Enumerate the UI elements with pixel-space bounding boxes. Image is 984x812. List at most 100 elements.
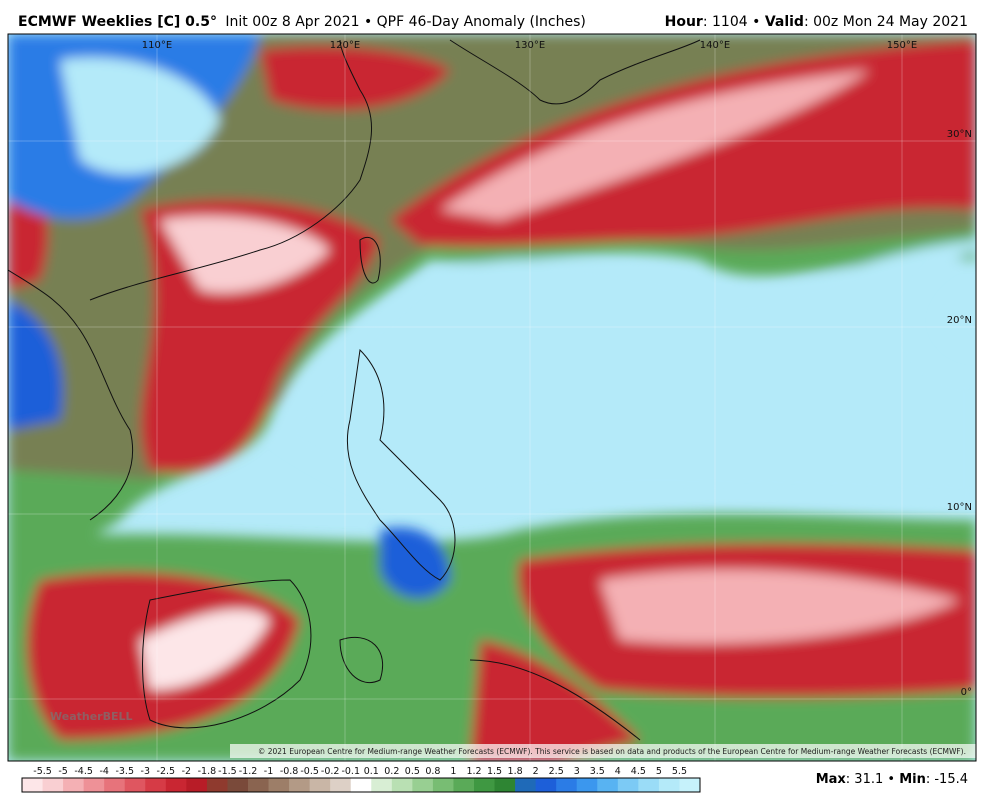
colorbar-swatch (165, 778, 187, 792)
field-red-korea (260, 46, 450, 110)
colorbar-label: 2 (533, 766, 539, 777)
colorbar-swatch (515, 778, 537, 792)
colorbar-swatch (104, 778, 126, 792)
colorbar-swatch (576, 778, 598, 792)
colorbar-label: -5.5 (33, 766, 52, 777)
colorbar-label: -3 (141, 766, 150, 777)
precip-field (8, 34, 976, 761)
colorbar-frame (21, 777, 701, 793)
lon-label: 120°E (330, 40, 360, 51)
coast-japan (449, 39, 701, 105)
colorbar-label: 3 (574, 766, 580, 777)
colorbar-swatch (391, 778, 413, 792)
graticule: 110°E 120°E 130°E 140°E 150°E 30°N 20°N 10°N 0° (8, 34, 976, 761)
field-pink-pacific (600, 569, 960, 644)
colorbar-swatch (638, 778, 660, 792)
colorbar-swatch (556, 778, 578, 792)
colorbar-label: 0.8 (425, 766, 440, 777)
field-red-png (470, 640, 640, 761)
colorbar-swatch (186, 778, 208, 792)
colorbar: -5.5 -5 -4.5 -4 -3.5 -3 -2.5 -2 -1.8 -1.5 -1.2 -1 -0… (21, 766, 701, 793)
colorbar-swatch (494, 778, 516, 792)
colorbar-label: -1.8 (198, 766, 217, 777)
colorbar-swatch (289, 778, 311, 792)
colorbar-swatch (145, 778, 167, 792)
field-blue-mindanao (380, 527, 450, 599)
lat-label: 10°N (947, 502, 972, 513)
colorbar-swatch (658, 778, 680, 792)
field-pink-north (440, 70, 870, 220)
colorbar-label: -1.2 (239, 766, 258, 777)
lat-label: 0° (961, 687, 972, 698)
colorbar-label: 1.8 (508, 766, 523, 777)
lat-label: 20°N (947, 315, 972, 326)
colorbar-label: -4 (99, 766, 108, 777)
colorbar-label: -0.8 (280, 766, 299, 777)
valid-label: Valid (765, 14, 804, 30)
colorbar-swatch (474, 778, 496, 792)
colorbar-label: 0.5 (405, 766, 420, 777)
colorbar-swatch (206, 778, 228, 792)
colorbar-swatch (83, 778, 105, 792)
colorbar-swatch (432, 778, 454, 792)
valid-text: Hour: 1104 • Valid: 00z Mon 24 May 2021 (665, 14, 968, 30)
field-cyan-nw (60, 57, 220, 175)
field-pink-borneo (140, 609, 270, 690)
colorbar-swatch (350, 778, 372, 792)
colorbar-swatch (412, 778, 434, 792)
coast-taiwan (359, 237, 381, 284)
colorbar-swatch (22, 778, 44, 792)
colorbar-label: -2.5 (157, 766, 176, 777)
coast-china (89, 39, 373, 301)
colorbar-label: 4.5 (631, 766, 646, 777)
coast-philippines (346, 348, 456, 581)
watermark: WeatherBELL (50, 710, 133, 723)
colorbar-label: 5 (656, 766, 662, 777)
coast-newguinea (469, 659, 641, 741)
min-value: : -15.4 (926, 772, 968, 787)
lon-label: 140°E (700, 40, 730, 51)
colorbar-swatch (309, 778, 331, 792)
min-label: Min (899, 772, 926, 787)
coast-sulawesi (339, 636, 384, 683)
colorbar-swatch (617, 778, 639, 792)
header-text: ECMWF Weeklies [C] 0.5° Init 00z 8 Apr 2… (18, 14, 586, 30)
colorbar-label: 2.5 (549, 766, 564, 777)
coastlines (8, 39, 701, 741)
colorbar-label: -1.5 (218, 766, 237, 777)
coast-borneo (142, 579, 312, 729)
colorbar-swatch (42, 778, 64, 792)
lon-label: 150°E (887, 40, 917, 51)
colorbar-label: -0.2 (321, 766, 340, 777)
colorbar-label: 1.5 (487, 766, 502, 777)
colorbar-label: 5.5 (672, 766, 687, 777)
colorbar-swatch (227, 778, 249, 792)
map-frame (7, 33, 977, 762)
colorbar-swatch (124, 778, 146, 792)
colorbar-label: -0.1 (341, 766, 360, 777)
colorbar-swatch (268, 778, 290, 792)
coast-indochina (8, 269, 134, 521)
colorbar-label: 1.2 (466, 766, 481, 777)
colorbar-label: 3.5 (590, 766, 605, 777)
model-name: ECMWF Weeklies [C] 0.5° (18, 14, 217, 30)
colorbar-swatch (535, 778, 557, 792)
colorbar-swatch (248, 778, 270, 792)
lat-label: 30°N (947, 129, 972, 140)
colorbar-swatch (330, 778, 352, 792)
colorbar-label: 4 (615, 766, 621, 777)
colorbar-swatch (453, 778, 475, 792)
colorbar-label: 0.1 (364, 766, 379, 777)
colorbar-label: -2 (182, 766, 191, 777)
colorbar-label: -5 (58, 766, 67, 777)
hour-label: Hour (665, 14, 703, 30)
colorbar-swatch (371, 778, 393, 792)
max-value: : 31.1 • (846, 772, 899, 787)
colorbar-label: 1 (450, 766, 456, 777)
colorbar-swatch (63, 778, 85, 792)
valid-value: : 00z Mon 24 May 2021 (804, 14, 968, 30)
map: 110°E 120°E 130°E 140°E 150°E30°N20°N10°N0° … (8, 34, 976, 761)
colorbar-swatch (679, 778, 701, 792)
